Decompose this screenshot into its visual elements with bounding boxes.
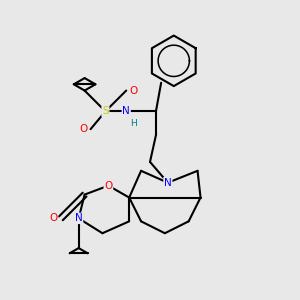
- Text: H: H: [130, 119, 137, 128]
- Text: O: O: [104, 181, 112, 191]
- Text: N: N: [164, 178, 172, 188]
- Text: N: N: [75, 213, 83, 224]
- Text: O: O: [79, 124, 87, 134]
- Text: O: O: [49, 213, 58, 224]
- Text: S: S: [102, 106, 109, 116]
- Text: N: N: [122, 106, 130, 116]
- Text: O: O: [130, 85, 138, 96]
